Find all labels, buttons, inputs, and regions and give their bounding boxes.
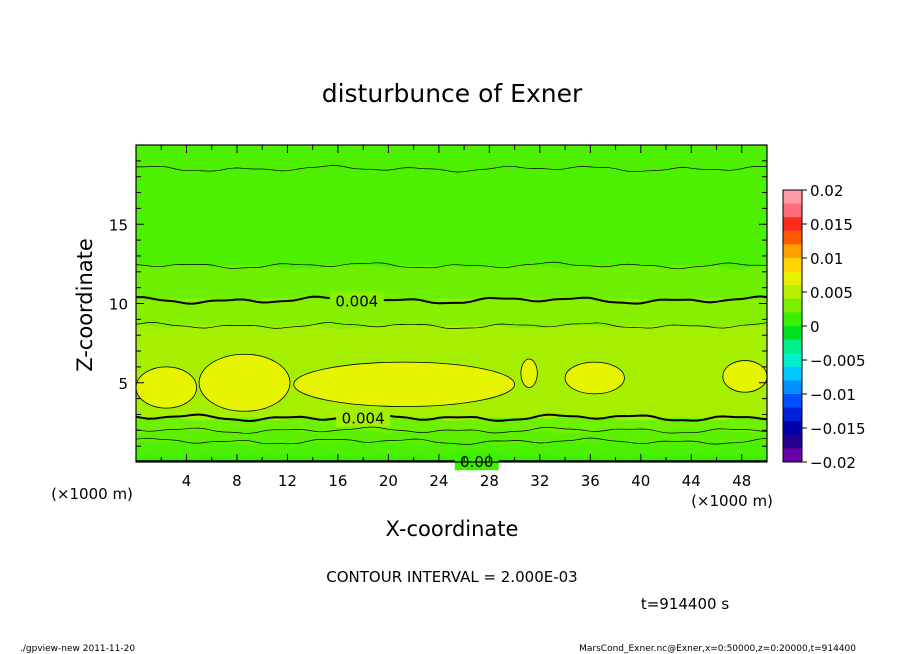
- contour-label: 0.004: [335, 292, 378, 310]
- y-tick-label: 15: [109, 216, 128, 234]
- y-tick-label: 5: [118, 375, 128, 393]
- x-tick-label: 4: [182, 472, 192, 490]
- colorbar: [782, 189, 803, 463]
- field-band-edge: [136, 298, 767, 330]
- contour-line: [135, 437, 768, 445]
- x-tick-label: 8: [232, 472, 242, 490]
- contour-label-bg: [329, 291, 384, 310]
- contour-line: [135, 322, 768, 329]
- contour-label-bg: [454, 452, 499, 471]
- colorbar-swatch: [783, 366, 802, 381]
- contour-label-bg: [336, 408, 391, 427]
- colorbar-swatch: [783, 298, 802, 313]
- colorbar-label: −0.005: [810, 352, 866, 370]
- x-axis-unit: (×1000 m): [691, 492, 773, 510]
- colorbar-swatch: [783, 448, 802, 463]
- x-axis-ticks: 4 8 12 16 20 24 28 32 36 40 44 48: [160, 145, 751, 490]
- colorbar-label: 0.015: [810, 216, 853, 234]
- field-band-edge: [136, 145, 767, 270]
- field-band-edge: [136, 430, 767, 445]
- field-shading: [135, 145, 768, 462]
- x-tick-label: 24: [429, 472, 448, 490]
- colorbar-swatch: [783, 312, 802, 327]
- colorbar-swatch: [783, 339, 802, 354]
- contour-line: [135, 426, 768, 434]
- time-label: t=914400 s: [641, 595, 729, 613]
- y-axis-ticks: 5 10 15: [109, 160, 767, 447]
- maximum-region: [722, 360, 768, 393]
- contour-line-bold: [135, 412, 768, 423]
- maximum-region: [198, 353, 291, 412]
- maximum-region: [135, 366, 197, 409]
- x-tick-label: 36: [581, 472, 600, 490]
- colorbar-labels: 0.02 0.015 0.01 0.005 0 −0.005 −0.01 −0.015 −0.0…: [802, 182, 866, 472]
- y-tick-label: 10: [109, 296, 128, 314]
- colorbar-swatch: [783, 421, 802, 436]
- colorbar-label: 0: [810, 318, 820, 336]
- x-tick-label: 48: [732, 472, 751, 490]
- colorbar-swatch: [783, 394, 802, 409]
- footer-left: ./gpview-new 2011-11-20: [20, 644, 135, 654]
- x-tick-label: 12: [278, 472, 297, 490]
- chart-title: disturbunce of Exner: [322, 79, 583, 108]
- x-tick-label: 44: [682, 472, 701, 490]
- field-band: [136, 454, 767, 462]
- footer-right: MarsCond_Exner.nc@Exner,x=0:50000,z=0:20…: [579, 644, 856, 654]
- x-tick-label: 40: [631, 472, 650, 490]
- x-tick-label: 20: [379, 472, 398, 490]
- contour-line: [135, 261, 768, 270]
- maximum-region: [564, 361, 625, 395]
- colorbar-label: 0.02: [810, 182, 843, 200]
- colorbar-swatch: [783, 203, 802, 218]
- colorbar-swatch: [783, 380, 802, 395]
- colorbar-swatch: [783, 434, 802, 449]
- contour-line: [136, 165, 767, 173]
- colorbar-swatch: [783, 407, 802, 422]
- colorbar-swatch: [783, 285, 802, 300]
- x-tick-label: 28: [480, 472, 499, 490]
- maximum-region: [293, 361, 516, 407]
- contour-label: 0.004: [342, 410, 385, 428]
- colorbar-swatch: [783, 326, 802, 341]
- y-axis-unit: (×1000 m): [51, 485, 133, 503]
- field-band-edge: [136, 265, 767, 303]
- x-tick-label: 32: [530, 472, 549, 490]
- colorbar-swatch: [783, 353, 802, 368]
- colorbar-label: −0.02: [810, 454, 856, 472]
- maximum-region: [520, 358, 538, 388]
- y-axis-label: Z-coordinate: [73, 238, 97, 372]
- colorbar-label: −0.015: [810, 420, 866, 438]
- colorbar-label: −0.01: [810, 386, 856, 404]
- colorbar-label: 0.01: [810, 250, 843, 268]
- colorbar-swatch: [783, 271, 802, 286]
- x-axis-label: X-coordinate: [386, 517, 519, 541]
- colorbar-swatch: [783, 230, 802, 245]
- contour-line-bold: [135, 295, 768, 305]
- x-tick-label: 16: [328, 472, 347, 490]
- colorbar-swatch: [783, 244, 802, 259]
- colorbar-swatch: [783, 258, 802, 273]
- colorbar-swatch: [783, 217, 802, 232]
- contour-interval-text: CONTOUR INTERVAL = 2.000E-03: [326, 568, 577, 586]
- colorbar-label: 0.005: [810, 284, 853, 302]
- colorbar-swatch: [783, 190, 802, 205]
- field-band-edge: [136, 441, 767, 458]
